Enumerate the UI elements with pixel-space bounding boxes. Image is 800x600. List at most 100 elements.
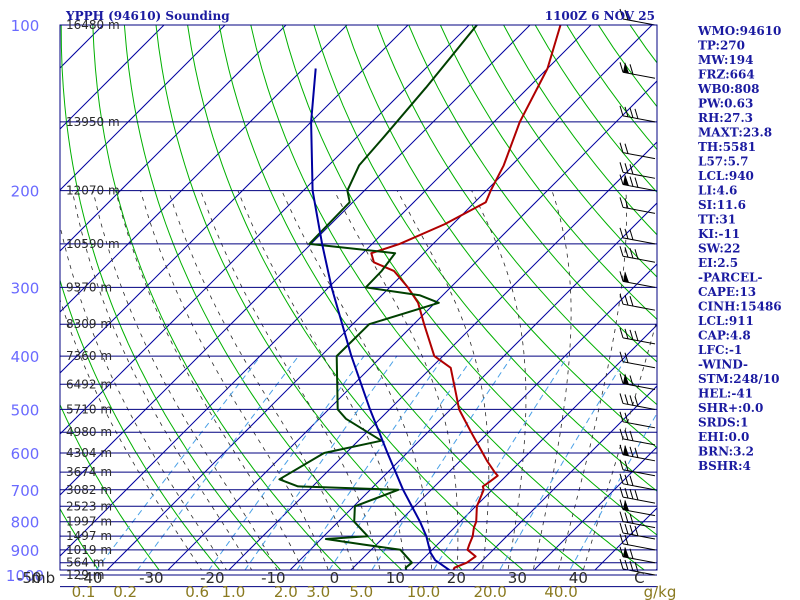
index-line: L57:5.7 [698, 155, 748, 169]
isotherm-line [533, 446, 657, 570]
temperature-profile [370, 25, 562, 570]
wind-barb [619, 174, 656, 192]
pressure-tick-label: 600 [11, 445, 40, 463]
height-label: 8309 m [66, 317, 112, 331]
mixing-ratio-tick-label: 0.6 [185, 583, 209, 600]
wind-barb [619, 142, 656, 160]
isotherm-line [350, 263, 657, 570]
mixing-ratio-line [95, 355, 261, 570]
mixing-ratio-unit-label: g/kg [644, 583, 677, 600]
pressure-tick-label: 200 [11, 183, 40, 201]
isotherm-grid [60, 25, 657, 570]
dry-adiabat-line [471, 25, 657, 278]
dry-adiabat-line [313, 25, 657, 492]
sounding-profiles [278, 25, 562, 570]
index-line: LCL:911 [698, 314, 754, 328]
indices-panel: WMO:94610TP:270MW:194FRZ:664WB0:808PW:0.… [697, 24, 782, 473]
mixing-ratio-tick-label: 20.0 [473, 583, 506, 600]
index-line: EHI:0.0 [698, 430, 749, 444]
moist-adiabat-line [71, 190, 253, 570]
pressure-unit-label: mb [31, 569, 55, 587]
wind-barb [619, 393, 656, 410]
temperature-tick-label: 30 [508, 569, 527, 587]
height-label: 3082 m [66, 483, 112, 497]
isotherm-line [60, 25, 287, 252]
mixing-ratio-grid [95, 355, 657, 570]
temperature-tick-label: 20 [447, 569, 466, 587]
pressure-tick-label: 400 [11, 348, 40, 366]
index-line: TT:31 [698, 213, 736, 227]
wind-barb [619, 246, 656, 263]
pressure-tick-label: 700 [11, 482, 40, 500]
moist-adiabat-line [115, 190, 304, 570]
temperature-tick-label: -30 [139, 569, 164, 587]
index-line: LI:4.6 [698, 184, 737, 198]
index-line: BSHR:4 [698, 459, 751, 473]
index-line: WMO:94610 [697, 24, 781, 38]
height-label: 1997 m [66, 515, 112, 529]
dry-adiabat-line [218, 25, 585, 570]
height-label: 16480 m [66, 18, 120, 32]
index-line: SRDS:1 [698, 416, 749, 430]
dry-adiabat-line [345, 25, 657, 449]
dry-adiabat-line [92, 25, 342, 570]
height-label: 4304 m [66, 446, 112, 460]
moist-adiabat-line [92, 190, 278, 570]
index-line: -PARCEL- [698, 271, 763, 285]
dry-adiabat-line [281, 25, 657, 536]
index-line: HEL:-41 [698, 387, 753, 401]
wind-barb [619, 459, 656, 477]
wind-barb [619, 473, 656, 491]
mixing-ratio-tick-label: 3.0 [306, 583, 330, 600]
isotherm-line [60, 25, 226, 191]
moist-adiabat-line [237, 190, 407, 570]
moist-adiabat-line [333, 190, 459, 570]
wind-barb-column [619, 8, 656, 576]
height-label: 3674 m [66, 465, 112, 479]
wind-barb [619, 8, 656, 26]
isobar-grid [60, 24, 657, 588]
temperature-tick-label: -20 [200, 569, 225, 587]
isotherm-line [60, 25, 531, 496]
index-line: SW:22 [698, 242, 740, 256]
height-label: 13950 m [66, 115, 120, 129]
index-line: TP:270 [698, 39, 745, 53]
mixing-ratio-tick-label: 40.0 [544, 583, 577, 600]
wind-barb [619, 351, 656, 369]
index-line: CAP:4.8 [698, 329, 751, 343]
isotherm-line [60, 25, 592, 557]
height-label: 129 m [66, 568, 104, 582]
wind-barb [619, 162, 656, 179]
wind-barb [619, 428, 656, 446]
isotherm-line [411, 324, 657, 570]
height-labels: 16480 m 13950 m 12070 m 10590 m 9370 m 8309 m… [66, 18, 120, 582]
height-label: 4980 m [66, 425, 112, 439]
mixing-ratio-tick-label: 10.0 [407, 583, 440, 600]
index-line: CINH:15486 [698, 300, 782, 314]
dry-adiabat-line [60, 278, 221, 570]
dry-adiabat-line [60, 507, 100, 570]
pressure-tick-label: 900 [11, 542, 40, 560]
pressure-tick-label: 800 [11, 514, 40, 532]
temperature-tick-label: 0 [330, 569, 340, 587]
pressure-axis-labels: 100 200 300 400 500 600 700 800 900 1000 [6, 17, 44, 585]
wind-barb [619, 486, 656, 504]
temperature-axis-labels: mb-50 -40 -30 -20 -10 0 10 20 30 40 C [17, 569, 644, 587]
mixing-ratio-line [371, 355, 513, 570]
isotherm-line [228, 141, 657, 570]
mixing-ratio-line [136, 355, 299, 570]
station-title: YPPH (94610) Sounding [65, 9, 230, 23]
wind-barb [619, 373, 656, 391]
wind-barb [619, 197, 656, 214]
dry-adiabat-line [408, 25, 657, 363]
height-label: 7360 m [66, 349, 112, 363]
height-label: 1497 m [66, 529, 112, 543]
height-label: 1019 m [66, 543, 112, 557]
isotherm-line [60, 25, 348, 313]
moist-adiabat-line [60, 298, 203, 570]
index-line: KI:-11 [698, 227, 740, 241]
wind-barb [619, 62, 656, 79]
height-label: 9370 m [66, 280, 112, 294]
index-line: RH:27.3 [698, 111, 753, 125]
